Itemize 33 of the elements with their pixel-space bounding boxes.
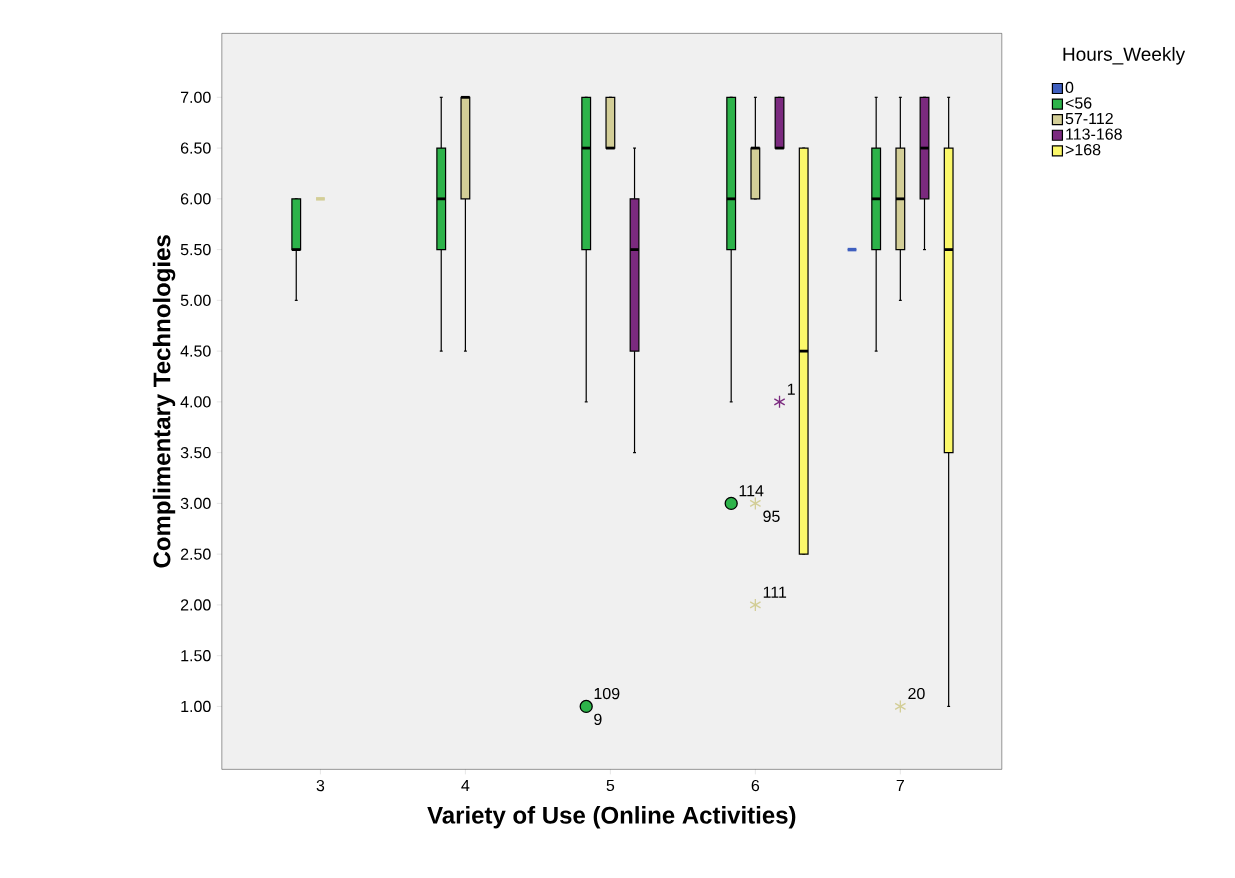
legend-label: 57-112 bbox=[1065, 112, 1113, 125]
legend-title: Hours_Weekly bbox=[1063, 46, 1186, 65]
x-tick-label: 7 bbox=[896, 779, 904, 791]
x-tick-label: 6 bbox=[751, 779, 760, 792]
y-tick-label: 4.00 bbox=[180, 396, 211, 408]
x-axis-title: Variety of Use (Online Activities) bbox=[427, 806, 796, 829]
annotation: 20 bbox=[908, 687, 925, 700]
legend-label: <56 bbox=[1065, 97, 1092, 109]
annotation: 9 bbox=[594, 713, 602, 725]
y-tick-label: 5.50 bbox=[180, 243, 211, 256]
annotation: 109 bbox=[594, 687, 620, 700]
legend-label: 113-168 bbox=[1066, 128, 1122, 140]
annotation: 114 bbox=[739, 485, 764, 497]
annotation: 1 bbox=[787, 383, 795, 395]
y-tick-label: 4.50 bbox=[180, 345, 211, 357]
y-tick-label: 2.00 bbox=[180, 599, 211, 611]
y-tick-label: 2.50 bbox=[180, 548, 211, 560]
legend-label: 0 bbox=[1065, 81, 1074, 94]
y-tick-label: 3.50 bbox=[180, 446, 211, 459]
y-tick-label: 1.00 bbox=[181, 700, 211, 713]
y-tick-label: 7.00 bbox=[180, 91, 211, 103]
y-tick-label: 1.50 bbox=[181, 650, 211, 662]
x-tick-label: 5 bbox=[606, 779, 615, 792]
x-tick-label: 3 bbox=[316, 779, 325, 792]
y-tick-label: 5.00 bbox=[180, 294, 211, 307]
annotation: 95 bbox=[763, 510, 780, 522]
x-tick-label: 4 bbox=[461, 779, 470, 791]
annotation: 111 bbox=[763, 586, 787, 598]
y-tick-label: 6.50 bbox=[180, 142, 211, 154]
y-tick-label: 6.00 bbox=[180, 193, 211, 205]
legend-label: >168 bbox=[1065, 144, 1101, 156]
y-axis-title: Complimentary Technologies bbox=[152, 235, 176, 568]
y-tick-label: 3.00 bbox=[180, 497, 211, 510]
